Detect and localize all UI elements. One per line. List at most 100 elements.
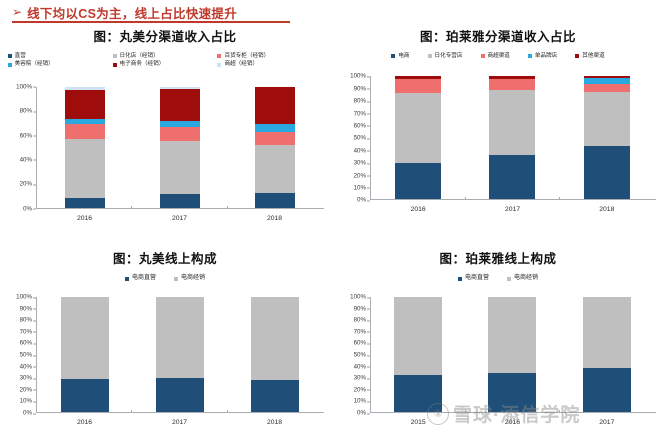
- y-axis-line: [370, 297, 371, 413]
- legend-label: 商超（经销）: [224, 61, 259, 68]
- stacked-bar[interactable]: [159, 86, 200, 208]
- bar-segment[interactable]: [583, 92, 630, 146]
- bar-segment[interactable]: [64, 124, 105, 139]
- bar-segment[interactable]: [395, 92, 442, 164]
- bar-segment[interactable]: [489, 155, 536, 200]
- stacked-bar[interactable]: [583, 76, 630, 200]
- bar-segment[interactable]: [583, 77, 630, 84]
- legend-item-wanmei-channel-mix-4[interactable]: 电子商务（经销）: [112, 60, 218, 68]
- bar-segment[interactable]: [64, 138, 105, 198]
- bar-segment[interactable]: [64, 89, 105, 119]
- bar-segment[interactable]: [582, 367, 631, 412]
- stacked-bar[interactable]: [395, 76, 442, 200]
- stacked-bar[interactable]: [64, 86, 105, 208]
- bar-segment[interactable]: [583, 145, 630, 200]
- legend-item-wanmei-online-mix-0[interactable]: 电商直营: [124, 274, 156, 283]
- chart-panel-proya-channel-mix: 图：珀莱雅分渠道收入占比电商 日化专营店 商超渠道 单品牌店 其他渠道 100% 90% 80…: [340, 26, 656, 231]
- bar-segment[interactable]: [395, 79, 442, 93]
- bar-segment[interactable]: [488, 372, 537, 412]
- x-tick-label: 2016: [76, 214, 93, 222]
- x-tick-label: 2017: [171, 419, 188, 426]
- legend-label: 电商直营: [464, 275, 489, 281]
- bar-segment[interactable]: [394, 374, 443, 412]
- bar-segment[interactable]: [395, 163, 442, 200]
- stacked-bar[interactable]: [250, 297, 299, 412]
- legend-label: 直营: [14, 53, 26, 59]
- legend-item-proya-channel-mix-1[interactable]: 日化专营店: [427, 52, 463, 60]
- y-tick-mark: [33, 86, 36, 88]
- bar-segment[interactable]: [159, 127, 200, 141]
- y-tick-mark: [367, 320, 370, 322]
- bar-segment[interactable]: [159, 194, 200, 208]
- legend-item-proya-channel-mix-2[interactable]: 商超渠道: [480, 52, 510, 60]
- bar-segment[interactable]: [64, 197, 105, 208]
- y-tick-label: 90%: [20, 305, 36, 312]
- stacked-bar[interactable]: [394, 297, 443, 412]
- stacked-bar[interactable]: [582, 297, 631, 412]
- bar-segment[interactable]: [254, 131, 295, 146]
- bar-segment[interactable]: [254, 86, 295, 124]
- x-tick-label: 2018: [266, 419, 283, 426]
- bar-group-wanmei-channel-mix: [37, 86, 322, 208]
- bar-segment[interactable]: [254, 193, 295, 208]
- bar-segment[interactable]: [155, 377, 204, 412]
- bar-segment[interactable]: [489, 78, 536, 90]
- legend-item-wanmei-online-mix-1[interactable]: 电商经销: [174, 274, 205, 283]
- y-tick-mark: [367, 308, 370, 310]
- y-tick-mark: [33, 297, 36, 298]
- stacked-bar[interactable]: [489, 76, 536, 200]
- bar-segment[interactable]: [159, 86, 200, 90]
- bar-segment[interactable]: [155, 297, 204, 378]
- bar-segment[interactable]: [395, 76, 442, 80]
- legend-item-proya-channel-mix-0[interactable]: 电商: [391, 52, 410, 60]
- bar-segment[interactable]: [488, 297, 537, 373]
- bar-group-proya-channel-mix: [371, 76, 654, 200]
- bar-segment[interactable]: [250, 297, 299, 380]
- bar-segment[interactable]: [64, 86, 105, 90]
- bar-segment[interactable]: [64, 118, 105, 125]
- bar-segment[interactable]: [254, 123, 295, 132]
- stacked-bar[interactable]: [488, 297, 537, 412]
- y-axis-line: [36, 86, 37, 209]
- slide-header: ➢ 线下均以CS为主，线上占比快速提升: [12, 2, 412, 22]
- bar-segment[interactable]: [583, 76, 630, 78]
- y-tick-mark: [367, 113, 370, 115]
- y-tick-mark: [367, 355, 370, 356]
- legend-item-proya-channel-mix-3[interactable]: 单品牌店: [527, 52, 557, 60]
- stacked-bar[interactable]: [60, 297, 109, 412]
- bar-segment[interactable]: [250, 379, 299, 412]
- legend-item-wanmei-channel-mix-5[interactable]: 商超（经销）: [217, 60, 322, 68]
- x-axis-labels-wanmei-online-mix: 2016 2017 2018: [37, 419, 322, 426]
- x-axis-line: [370, 199, 656, 201]
- bar-segment[interactable]: [254, 145, 295, 194]
- y-tick-label: 90%: [354, 305, 370, 312]
- bar-segment[interactable]: [489, 89, 536, 156]
- legend-item-proya-online-mix-0[interactable]: 电商直营: [457, 274, 489, 283]
- bar-segment[interactable]: [489, 76, 536, 79]
- bar-segment[interactable]: [583, 83, 630, 93]
- bar-segment[interactable]: [159, 89, 200, 121]
- stacked-bar[interactable]: [254, 86, 295, 208]
- y-tick-mark: [367, 187, 370, 189]
- y-tick-label: 60%: [354, 122, 370, 129]
- legend-item-wanmei-channel-mix-0[interactable]: 直营: [7, 52, 113, 60]
- legend-item-wanmei-channel-mix-3[interactable]: 美容院（经销）: [7, 60, 113, 68]
- legend-item-wanmei-channel-mix-1[interactable]: 日化店（经销）: [112, 52, 218, 60]
- bar-segment[interactable]: [60, 378, 109, 412]
- stacked-bar[interactable]: [155, 297, 204, 412]
- x-tick-label: 2015: [410, 419, 426, 426]
- bar-segment[interactable]: [394, 297, 443, 375]
- bar-segment[interactable]: [582, 297, 631, 368]
- bar-segment[interactable]: [60, 297, 109, 379]
- y-axis-proya-channel-mix: 100% 90% 80% 70% 60% 50% 40% 30% 20% 10% 0%: [340, 73, 370, 204]
- header-text: 线下均以CS为主，线上占比快速提升: [27, 6, 238, 21]
- chart-panel-wanmei-channel-mix: 图：丸美分渠道收入占比 直营 日化店（经销） 百货专柜（经销） 美容院（经销） 电子商务（…: [6, 26, 324, 231]
- bar-segment[interactable]: [159, 120, 200, 128]
- legend-item-wanmei-channel-mix-2[interactable]: 百货专柜（经销）: [217, 52, 322, 60]
- legend-item-proya-online-mix-1[interactable]: 电商经销: [507, 274, 538, 283]
- legend-item-proya-channel-mix-4[interactable]: 其他渠道: [575, 52, 605, 60]
- bar-segment[interactable]: [159, 140, 200, 195]
- x-axis-labels-proya-online-mix: 2015 2016 2017: [371, 419, 654, 426]
- chart-title-proya-channel-mix: 图：珀莱雅分渠道收入占比: [419, 30, 576, 44]
- y-tick-label: 0%: [357, 410, 370, 417]
